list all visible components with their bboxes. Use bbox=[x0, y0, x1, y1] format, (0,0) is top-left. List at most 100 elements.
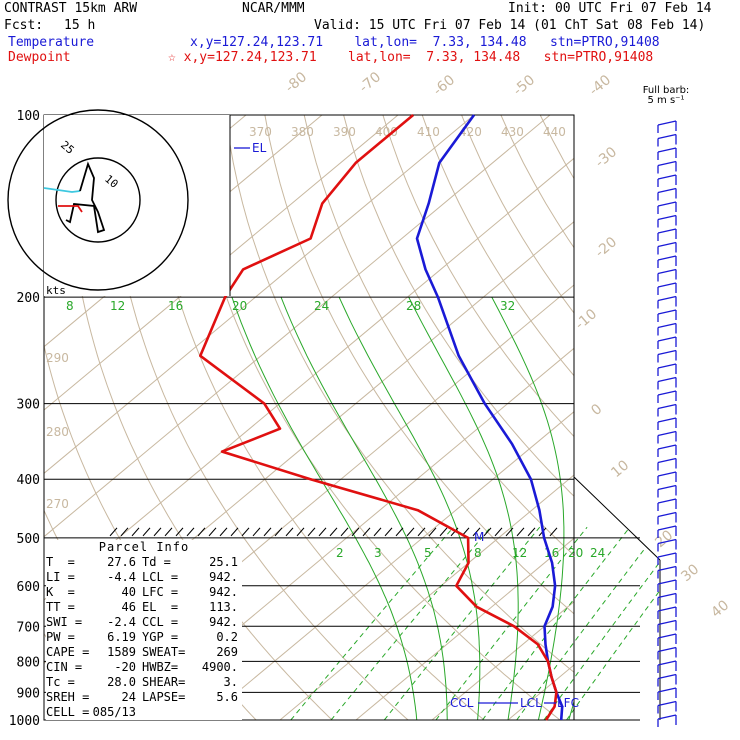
theta-label: 440 bbox=[543, 125, 566, 139]
isotherm-label: 30 bbox=[678, 561, 702, 585]
fcst-value: 15 h bbox=[64, 18, 96, 33]
hatch-mark bbox=[263, 527, 272, 537]
parcel-key: HWBZ= bbox=[142, 660, 179, 674]
parcel-key: CELL = bbox=[46, 705, 90, 719]
mixing-ratio-line bbox=[290, 526, 454, 720]
wind-barb-staff bbox=[657, 390, 677, 396]
isobar-label: 700 bbox=[17, 620, 40, 635]
dewpoint-profile bbox=[199, 114, 558, 721]
isobar-label: 600 bbox=[17, 580, 40, 595]
hatch-mark bbox=[285, 527, 294, 537]
parcel-value: 6.19 bbox=[107, 630, 136, 644]
wind-barb-staff bbox=[657, 376, 677, 383]
wind-barb-staff bbox=[657, 646, 677, 653]
parcel-info-title: Parcel Info bbox=[98, 540, 190, 554]
wind-barb-staff bbox=[657, 228, 677, 234]
parcel-value: -4.4 bbox=[107, 570, 136, 584]
hatch-mark bbox=[175, 527, 184, 537]
wind-barb-staff bbox=[657, 417, 677, 423]
parcel-key: Td = bbox=[142, 555, 171, 569]
mixing-ratio-label: 8 bbox=[474, 546, 482, 560]
mixing-ratio-label: 28 bbox=[406, 299, 421, 313]
moist-adiabat bbox=[599, 297, 686, 720]
isotherm-label: -30 bbox=[592, 144, 620, 171]
parcel-row: K = 40 LFC = 942. bbox=[46, 585, 242, 600]
wind-barb-staff bbox=[657, 187, 677, 194]
moist-adiabat bbox=[408, 296, 519, 720]
wind-barb-staff bbox=[657, 349, 677, 356]
hodograph-unit: kts bbox=[46, 284, 66, 297]
hatch-mark bbox=[351, 527, 360, 537]
hatch-mark bbox=[186, 527, 195, 537]
hatch-mark bbox=[197, 527, 206, 537]
wind-barb-staff bbox=[657, 700, 677, 707]
isobar-label: 800 bbox=[17, 655, 40, 670]
wind-barb-staff bbox=[657, 241, 677, 248]
parcel-key: EL = bbox=[142, 600, 179, 614]
parcel-row: SREH = 24 LAPSE= 5.6 bbox=[46, 690, 242, 705]
dry-adiabat bbox=[619, 115, 740, 720]
moist-adiabat bbox=[568, 699, 574, 720]
isobar-label: 900 bbox=[17, 686, 40, 701]
lcl-label: LCL bbox=[520, 696, 542, 710]
isotherm-line bbox=[44, 115, 399, 411]
hatch-mark bbox=[516, 527, 525, 537]
mixing-ratio-line bbox=[543, 526, 660, 720]
wind-barb-staff bbox=[657, 444, 677, 450]
mixing-ratio-label: 12 bbox=[512, 546, 527, 560]
parcel-key: CAPE = bbox=[46, 645, 90, 659]
theta-label: 290 bbox=[46, 351, 69, 365]
dry-adiabat bbox=[107, 115, 409, 720]
dry-adiabat bbox=[658, 115, 740, 720]
dry-adiabat bbox=[539, 115, 574, 180]
isotherm-line bbox=[44, 157, 574, 601]
parcel-value: -2.4 bbox=[107, 615, 136, 629]
parcel-key: LAPSE= bbox=[142, 690, 186, 704]
theta-label: 280 bbox=[46, 425, 69, 439]
m-label: M bbox=[474, 530, 484, 544]
isotherm-label: -10 bbox=[572, 306, 600, 333]
hodograph-ring bbox=[7, 109, 189, 291]
isobar-label: 500 bbox=[17, 532, 40, 547]
wind-barb-staff bbox=[657, 430, 677, 437]
hatch-mark bbox=[274, 527, 283, 537]
wind-barbs bbox=[657, 120, 677, 727]
wind-barb-staff bbox=[657, 484, 677, 491]
parcel-key: YGP = bbox=[142, 630, 179, 644]
hodograph-trace-mid bbox=[65, 161, 106, 234]
parcel-key: T = bbox=[46, 555, 75, 569]
hatch-mark bbox=[208, 527, 217, 537]
parcel-value: 085/13 bbox=[92, 705, 136, 719]
wind-barb-staff bbox=[657, 471, 677, 477]
wind-barb-staff bbox=[657, 403, 677, 410]
parcel-value: 269 bbox=[216, 645, 238, 659]
wind-barb-staff bbox=[657, 592, 677, 599]
hatch-mark bbox=[483, 527, 492, 537]
parcel-key: TT = bbox=[46, 600, 75, 614]
isotherm-line bbox=[660, 115, 740, 720]
hatch-mark bbox=[329, 527, 338, 537]
parcel-key: SREH = bbox=[46, 690, 90, 704]
legend-dewpoint: Dewpoint bbox=[8, 50, 71, 65]
hatch-mark bbox=[219, 527, 228, 537]
hodograph-trace-low bbox=[58, 205, 83, 213]
level-markers: EL M CCL LCL LFC bbox=[234, 141, 579, 710]
theta-label: 270 bbox=[46, 497, 69, 511]
dewpoint-location: ☆ x,y=127.24,123.71 lat,lon= 7.33, 134.4… bbox=[168, 50, 654, 65]
hatch-mark bbox=[252, 527, 261, 537]
product-title: CONTRAST 15km ARW bbox=[4, 1, 138, 16]
temperature-location: x,y=127.24,123.71 lat,lon= 7.33, 134.48 … bbox=[190, 35, 660, 50]
parcel-row: CELL = 085/13 bbox=[46, 705, 242, 720]
parcel-row: LI = -4.4 LCL = 942. bbox=[46, 570, 242, 585]
dry-adiabat bbox=[343, 115, 574, 497]
wind-barb-staff bbox=[657, 565, 677, 572]
init-time: Init: 00 UTC Fri 07 Feb 14 bbox=[508, 1, 712, 16]
valid-time: Valid: 15 UTC Fri 07 Feb 14 (01 ChT Sat … bbox=[314, 18, 706, 33]
parcel-value: 113. bbox=[209, 600, 238, 614]
wind-barb-staff bbox=[657, 255, 677, 261]
hatch-mark bbox=[384, 527, 393, 537]
parcel-row: T = 27.6 Td = 25.1 bbox=[46, 555, 242, 570]
mixing-ratio-label: 5 bbox=[424, 546, 432, 560]
isotherm-line bbox=[0, 115, 18, 720]
moist-adiabat bbox=[231, 296, 418, 720]
